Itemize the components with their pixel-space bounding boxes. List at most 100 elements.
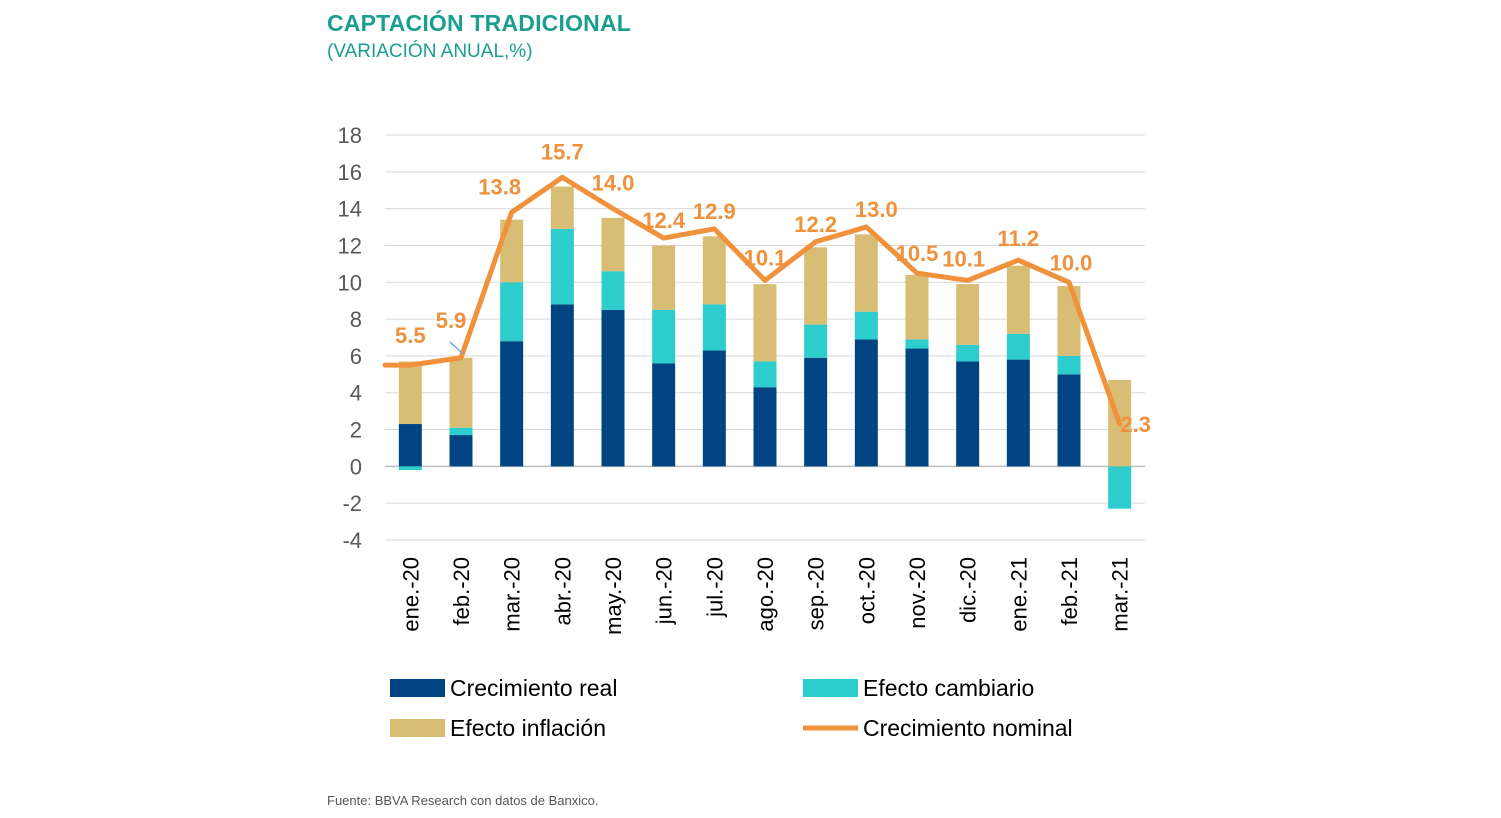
bar-segment-real xyxy=(449,435,473,467)
x-tick-label: ene.-21 xyxy=(1006,557,1031,632)
bar-segment-inflacion xyxy=(601,217,625,272)
x-tick-label: feb.-21 xyxy=(1057,557,1082,626)
bar-segment-cambiario xyxy=(956,344,980,362)
bar-segment-cambiario xyxy=(398,466,422,471)
legend-label: Crecimiento real xyxy=(450,675,617,701)
bar-segment-cambiario xyxy=(753,361,777,388)
legend-swatch xyxy=(390,679,445,697)
data-label: 10.0 xyxy=(1050,250,1093,275)
bar-segment-inflacion xyxy=(753,284,777,362)
y-tick-label: 8 xyxy=(350,307,362,332)
bar-segment-inflacion xyxy=(652,245,676,310)
bar-segment-inflacion xyxy=(398,361,422,425)
bar-segment-inflacion xyxy=(854,234,878,312)
data-label: 12.9 xyxy=(693,199,736,224)
data-label: 10.5 xyxy=(896,241,939,266)
bars xyxy=(398,186,1132,509)
bar-segment-real xyxy=(753,387,777,467)
x-axis-ticks: ene.-20 feb.-20 mar.-20 abr.-20 may.-20 jun.-… xyxy=(398,557,1132,635)
bar-segment-cambiario xyxy=(702,304,726,351)
bar-segment-real xyxy=(854,339,878,467)
legend-label: Efecto inflación xyxy=(450,715,606,741)
bar-segment-cambiario xyxy=(1006,333,1030,360)
x-tick-label: mar.-20 xyxy=(500,557,525,632)
x-tick-label: jul.-20 xyxy=(702,557,727,618)
y-tick-label: 0 xyxy=(350,454,362,479)
bar-segment-cambiario xyxy=(601,271,625,310)
y-tick-label: 4 xyxy=(350,381,362,406)
x-tick-label: ago.-20 xyxy=(753,557,778,632)
bar-segment-inflacion xyxy=(1057,285,1081,356)
bar-segment-real xyxy=(804,357,828,467)
bar-segment-real xyxy=(702,350,726,467)
x-tick-label: ene.-20 xyxy=(398,557,423,632)
data-label: 14.0 xyxy=(592,171,635,196)
x-tick-label: dic.-20 xyxy=(956,557,981,623)
nominal-line-path xyxy=(382,174,1123,427)
chart-subtitle: (VARIACIÓN ANUAL,%) xyxy=(327,41,533,62)
bar-segment-inflacion xyxy=(1006,265,1030,334)
bar-segment-real xyxy=(652,363,676,467)
y-tick-label: 18 xyxy=(338,123,362,148)
bar-segment-inflacion xyxy=(550,186,574,229)
y-tick-label: 2 xyxy=(350,418,362,443)
data-label: 10.1 xyxy=(942,246,985,271)
data-label: 5.5 xyxy=(395,323,426,348)
data-label: 12.4 xyxy=(642,208,686,233)
bar-segment-cambiario xyxy=(804,324,828,358)
y-tick-label: 10 xyxy=(338,270,362,295)
data-label: 2.3 xyxy=(1120,412,1151,437)
y-tick-label: -4 xyxy=(342,528,362,553)
bar-segment-real xyxy=(1006,359,1030,467)
bar-segment-real xyxy=(500,341,524,467)
bar-segment-cambiario xyxy=(905,339,929,349)
x-tick-label: sep.-20 xyxy=(804,557,829,630)
legend: Crecimiento real Efecto cambiario Efecto i… xyxy=(390,675,1073,741)
bar-segment-cambiario xyxy=(652,309,676,364)
bar-segment-inflacion xyxy=(956,284,980,345)
y-tick-label: 6 xyxy=(350,344,362,369)
legend-label: Efecto cambiario xyxy=(863,675,1034,701)
bar-segment-real xyxy=(1057,374,1081,467)
bar-segment-cambiario xyxy=(500,282,524,342)
bar-segment-inflacion xyxy=(702,236,726,305)
bar-segment-cambiario xyxy=(1108,466,1132,509)
x-tick-label: abr.-20 xyxy=(550,557,575,626)
nominal-line xyxy=(382,174,1123,427)
y-axis-ticks: 18 16 14 12 10 8 6 4 2 0 -2 -4 xyxy=(338,123,362,553)
source-note: Fuente: BBVA Research con datos de Banxi… xyxy=(327,793,599,808)
y-tick-label: -2 xyxy=(342,491,362,516)
bar-segment-real xyxy=(398,424,422,467)
data-label: 13.8 xyxy=(478,174,521,199)
data-label: 15.7 xyxy=(541,139,584,164)
label-leader-line xyxy=(449,341,464,355)
legend-swatch xyxy=(803,679,858,697)
chart-title: CAPTACIÓN TRADICIONAL xyxy=(327,10,632,36)
bar-segment-real xyxy=(905,348,929,467)
bar-segment-cambiario xyxy=(1057,355,1081,375)
x-tick-label: feb.-20 xyxy=(449,557,474,626)
data-label: 10.1 xyxy=(744,245,787,270)
data-labels: 5.5 5.9 13.8 15.7 14.0 12.4 12.9 10.1 12.2 13.0 10… xyxy=(395,139,1151,437)
y-tick-label: 16 xyxy=(338,160,362,185)
x-tick-label: mar.-21 xyxy=(1108,557,1133,632)
bar-segment-inflacion xyxy=(804,247,828,325)
data-label: 13.0 xyxy=(855,197,898,222)
x-tick-label: nov.-20 xyxy=(905,557,930,629)
bar-segment-real xyxy=(956,361,980,467)
legend-label: Crecimiento nominal xyxy=(863,715,1073,741)
y-tick-label: 14 xyxy=(338,197,362,222)
bar-segment-inflacion xyxy=(905,274,929,340)
data-label: 5.9 xyxy=(436,308,467,333)
x-tick-label: oct.-20 xyxy=(854,557,879,624)
bar-segment-cambiario xyxy=(854,311,878,340)
data-label: 11.2 xyxy=(998,226,1040,251)
bar-segment-cambiario xyxy=(449,427,473,436)
x-tick-label: jun.-20 xyxy=(652,557,677,625)
legend-swatch xyxy=(390,719,445,737)
bar-segment-real xyxy=(601,309,625,467)
y-tick-label: 12 xyxy=(338,233,362,258)
bar-segment-cambiario xyxy=(550,228,574,305)
bar-segment-real xyxy=(550,304,574,467)
